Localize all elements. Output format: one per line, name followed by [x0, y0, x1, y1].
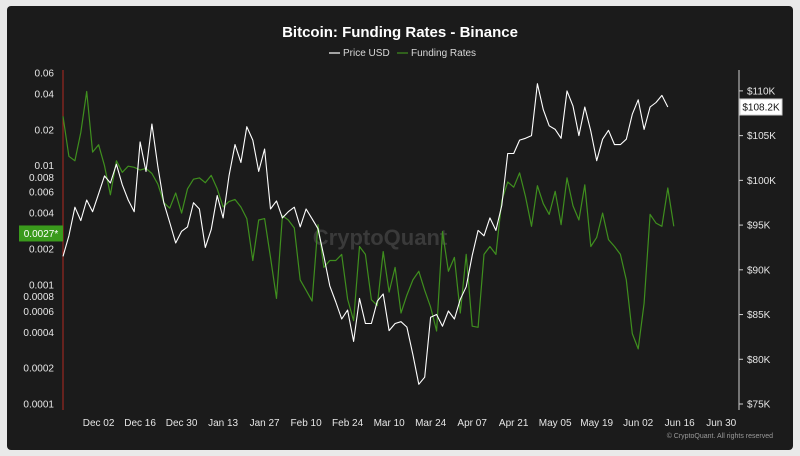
x-tick-label: Jun 30 — [706, 418, 736, 429]
left-tick-label: 0.0004 — [23, 328, 54, 339]
x-tick-label: Mar 24 — [415, 418, 447, 429]
right-tick-label: $80K — [747, 355, 771, 366]
x-tick-label: Feb 10 — [291, 418, 323, 429]
left-tick-label: 0.04 — [35, 89, 55, 100]
left-tick-label: 0.002 — [29, 244, 54, 255]
left-tick-label: 0.01 — [35, 161, 55, 172]
left-tick-label: 0.02 — [35, 125, 55, 136]
left-tick-label: 0.0006 — [23, 307, 54, 318]
legend-label-price: Price USD — [343, 48, 390, 59]
x-tick-label: Mar 10 — [374, 418, 406, 429]
x-tick-label: Dec 02 — [83, 418, 115, 429]
left-tick-label: 0.001 — [29, 280, 54, 291]
x-tick-label: May 05 — [539, 418, 572, 429]
current-value-tags: 0.0027* $108.2K — [19, 98, 783, 242]
chart-title: Bitcoin: Funding Rates - Binance — [282, 24, 518, 41]
left-axis-ticks: 0.06 0.04 0.02 0.010.008 0.006 0.004 0.002 0.00… — [23, 69, 54, 411]
price-usd-line — [62, 83, 669, 385]
left-tick-label: 0.0008 — [23, 292, 54, 303]
x-tick-label: Jan 13 — [208, 418, 238, 429]
right-axis-ticks: $110K $105K $100K $95K $90K $85K $80K $75K — [739, 86, 776, 411]
legend-label-funding: Funding Rates — [411, 48, 476, 59]
x-tick-label: Feb 24 — [332, 418, 364, 429]
left-tick-label: 0.008 — [29, 173, 54, 184]
x-axis-ticks: Dec 02 Dec 16 Dec 30 Jan 13 Jan 27 Feb 10 Feb … — [83, 418, 737, 429]
series-layer — [62, 83, 675, 385]
right-tick-label: $90K — [747, 265, 771, 276]
chart-legend: Price USD Funding Rates — [329, 48, 476, 59]
funding-current-value: 0.0027* — [24, 229, 59, 240]
left-tick-label: 0.0002 — [23, 364, 54, 375]
x-tick-label: Jan 27 — [250, 418, 280, 429]
left-tick-label: 0.006 — [29, 188, 54, 199]
funding-rates-line — [62, 90, 675, 350]
price-current-value: $108.2K — [742, 102, 780, 113]
x-tick-label: Dec 30 — [166, 418, 198, 429]
x-tick-label: May 19 — [580, 418, 613, 429]
left-tick-label: 0.0001 — [23, 400, 54, 411]
x-tick-label: Apr 07 — [457, 418, 487, 429]
watermark: CryptoQuant — [313, 225, 448, 250]
right-tick-label: $100K — [747, 176, 776, 187]
chart-panel — [7, 6, 793, 450]
right-tick-label: $95K — [747, 221, 771, 232]
right-tick-label: $75K — [747, 400, 771, 411]
credit-text: © CryptoQuant. All rights reserved — [667, 432, 773, 440]
x-tick-label: Apr 21 — [499, 418, 529, 429]
x-tick-label: Jun 16 — [665, 418, 695, 429]
x-tick-label: Dec 16 — [124, 418, 156, 429]
funding-current-tag — [19, 225, 63, 242]
right-tick-label: $105K — [747, 131, 776, 142]
left-tick-label: 0.06 — [35, 69, 55, 80]
x-tick-label: Jun 02 — [623, 418, 653, 429]
left-tick-label: 0.004 — [29, 209, 54, 220]
right-tick-label: $85K — [747, 310, 771, 321]
price-current-tag — [739, 98, 783, 116]
right-tick-label: $110K — [747, 86, 776, 97]
